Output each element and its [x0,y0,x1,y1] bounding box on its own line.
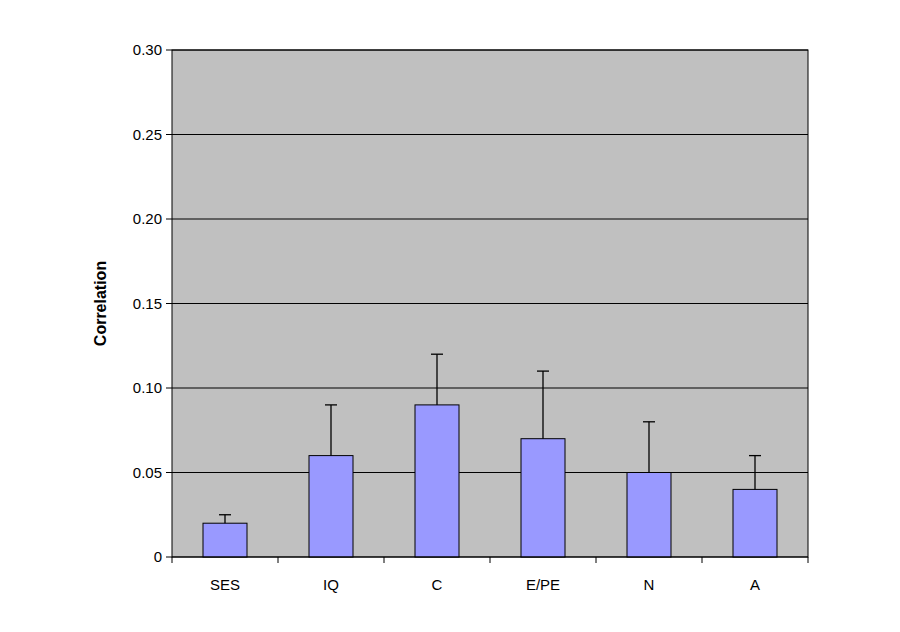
bar [521,439,565,557]
x-tick [596,557,597,563]
bar [627,473,671,558]
x-tick-label: A [750,576,760,593]
grid-line [172,472,808,473]
x-tick-label: C [432,576,443,593]
x-tick [384,557,385,563]
y-tick [166,50,172,51]
error-cap [431,354,443,355]
x-tick [172,557,173,563]
x-tick-label: E/PE [526,576,560,593]
y-tick [166,303,172,304]
plot-frame [172,50,808,557]
grid-line [172,303,808,304]
y-tick [166,557,172,558]
error-cap [537,370,549,371]
grid-line [172,134,808,135]
plot-area [172,50,808,557]
bar [309,456,353,557]
y-tick-label: 0.10 [133,379,162,396]
x-tick-label: N [644,576,655,593]
y-tick [166,472,172,473]
x-tick [490,557,491,563]
error-cap [749,455,761,456]
x-tick [808,557,809,563]
y-tick [166,219,172,220]
y-tick [166,388,172,389]
y-tick-label: 0.05 [133,464,162,481]
x-tick-label: IQ [323,576,339,593]
bars [219,354,761,533]
grid-line [172,219,808,220]
y-tick-label: 0.20 [133,210,162,227]
bar [415,405,459,557]
x-tick [278,557,279,563]
y-tick-label: 0 [154,548,162,565]
y-tick-label: 0.15 [133,295,162,312]
y-tick [166,134,172,135]
x-tick [702,557,703,563]
error-cap [325,404,337,405]
x-tick-label: SES [210,576,240,593]
y-tick-label: 0.25 [133,126,162,143]
bar [733,489,777,557]
y-axis-label: Correlation [92,261,109,346]
bar [203,523,247,557]
grid-line [172,388,808,389]
background [0,0,900,632]
y-tick-label: 0.30 [133,41,162,58]
error-cap [219,514,231,515]
error-cap [643,421,655,422]
